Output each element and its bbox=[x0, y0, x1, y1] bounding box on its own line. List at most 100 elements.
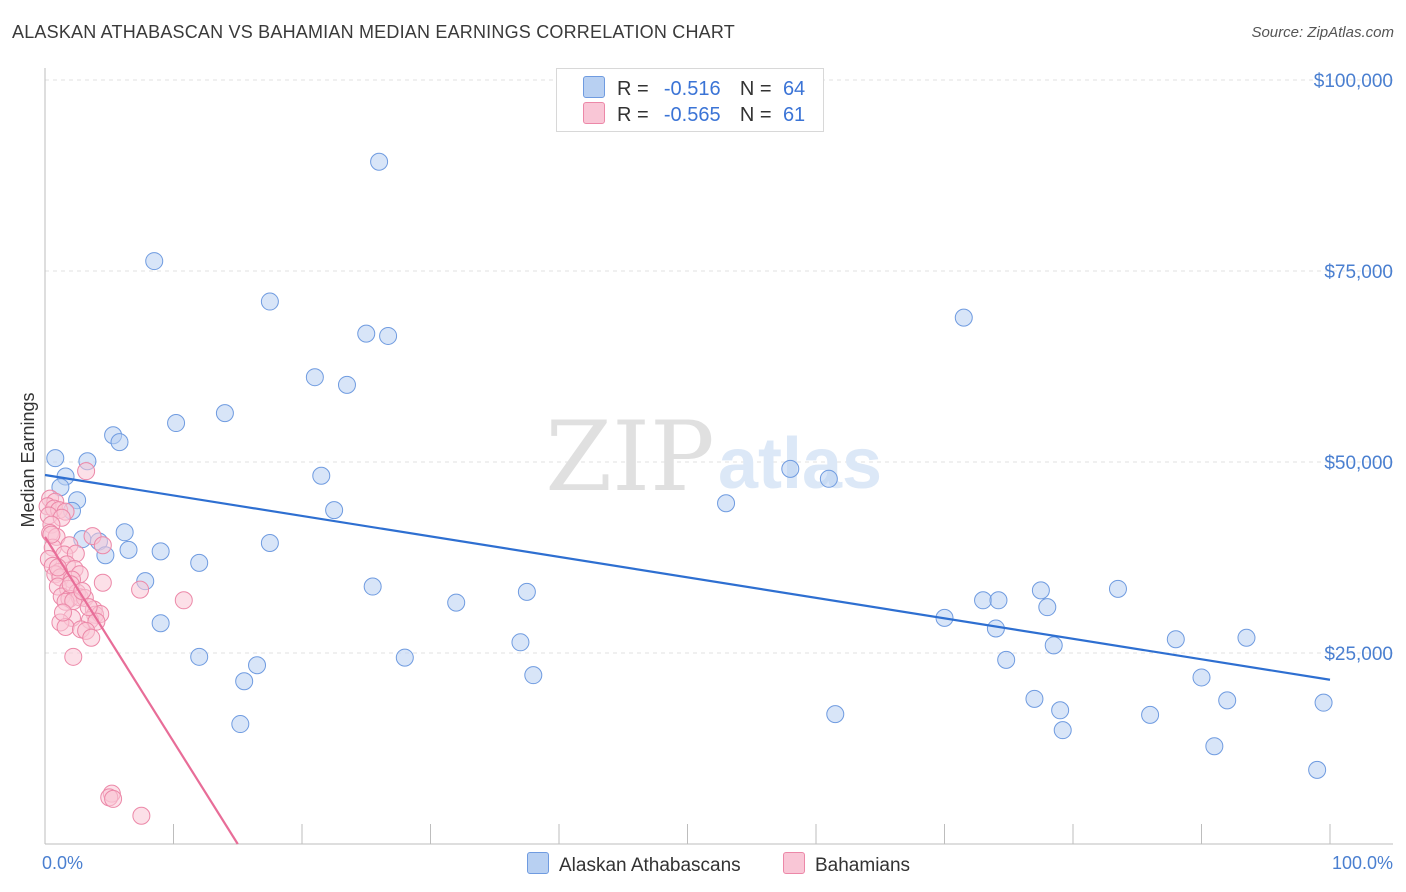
bahamian-point bbox=[64, 647, 83, 666]
athabascan-point bbox=[1108, 579, 1127, 598]
athabascan-point bbox=[781, 459, 800, 478]
bahamian-trend-line bbox=[44, 536, 239, 845]
athabascan-point bbox=[954, 308, 973, 327]
athabascan-point bbox=[1141, 705, 1160, 724]
athabascan-point bbox=[1053, 721, 1072, 740]
bottom-legend-label: Bahamians bbox=[815, 855, 911, 876]
y-tick-label: $25,000 bbox=[1324, 644, 1393, 665]
axis-labels: Median Earnings $25,000 $50,000 $75,000 $10… bbox=[18, 71, 1393, 873]
bottom-legend-swatch-blue bbox=[527, 852, 549, 874]
athabascan-trend-line bbox=[44, 473, 1331, 681]
athabascan-point bbox=[819, 469, 838, 488]
athabascan-point bbox=[989, 591, 1008, 610]
legend-n-value: 64 bbox=[782, 78, 806, 100]
athabascan-point bbox=[370, 152, 389, 171]
correlation-legend: R = -0.516 N = 64 R = -0.565 N = 61 bbox=[556, 68, 824, 132]
bottom-legend-bahamian: Bahamians bbox=[783, 852, 910, 877]
bahamian-point bbox=[131, 580, 150, 599]
athabascan-point bbox=[235, 672, 254, 691]
athabascan-point bbox=[357, 324, 376, 343]
athabascan-point bbox=[151, 614, 170, 633]
athabascan-point bbox=[1025, 689, 1044, 708]
legend-r-value: -0.565 bbox=[663, 104, 721, 126]
athabascan-point bbox=[1038, 598, 1057, 617]
y-axis-title: Median Earnings bbox=[18, 392, 38, 527]
bahamian-point bbox=[93, 536, 112, 555]
bahamian-point bbox=[77, 462, 96, 481]
athabascan-point bbox=[151, 542, 170, 561]
athabascan-point bbox=[717, 494, 736, 513]
y-tick-label: $50,000 bbox=[1324, 453, 1393, 474]
legend-r-label: R = bbox=[617, 78, 649, 100]
athabascan-point bbox=[379, 326, 398, 345]
athabascan-point bbox=[260, 533, 279, 552]
bahamian-point bbox=[93, 573, 112, 592]
athabascan-point bbox=[524, 666, 543, 685]
legend-r-value: -0.516 bbox=[663, 78, 721, 100]
athabascan-point bbox=[248, 656, 267, 675]
athabascan-point bbox=[119, 540, 138, 559]
watermark: ZIP atlas bbox=[545, 401, 882, 513]
legend-swatch-blue bbox=[583, 76, 605, 98]
bahamian-point bbox=[73, 582, 92, 601]
athabascan-point bbox=[1166, 630, 1185, 649]
legend-n-label: N = bbox=[739, 78, 772, 100]
athabascan-point bbox=[974, 591, 993, 610]
bahamian-point bbox=[53, 603, 72, 622]
athabascan-point bbox=[1308, 760, 1327, 779]
data-points bbox=[38, 152, 1333, 825]
athabascan-point bbox=[337, 375, 356, 394]
athabascan-point bbox=[1205, 737, 1224, 756]
y-tick-label: $100,000 bbox=[1314, 71, 1393, 92]
source-label: Source: ZipAtlas.com bbox=[1251, 24, 1394, 41]
athabascan-point bbox=[305, 368, 324, 387]
athabascan-point bbox=[511, 633, 530, 652]
athabascan-point bbox=[1044, 636, 1063, 655]
bahamian-point bbox=[82, 628, 101, 647]
axes bbox=[44, 68, 1393, 845]
athabascan-point bbox=[395, 648, 414, 667]
watermark-zip: ZIP bbox=[545, 401, 714, 513]
athabascan-point bbox=[190, 553, 209, 572]
athabascan-point bbox=[447, 593, 466, 612]
athabascan-point bbox=[1031, 581, 1050, 600]
bottom-legend-label: Alaskan Athabascans bbox=[559, 855, 741, 876]
legend-row-bahamian: R = -0.565 N = 61 bbox=[583, 102, 811, 127]
athabascan-point bbox=[997, 650, 1016, 669]
athabascan-point bbox=[231, 715, 250, 734]
legend-n-value: 61 bbox=[782, 104, 806, 126]
athabascan-point bbox=[190, 647, 209, 666]
athabascan-point bbox=[312, 466, 331, 485]
athabascan-point bbox=[363, 577, 382, 596]
athabascan-point bbox=[215, 404, 234, 423]
athabascan-point bbox=[1314, 693, 1333, 712]
bahamian-point bbox=[42, 525, 61, 544]
athabascan-point bbox=[1051, 701, 1070, 720]
athabascan-point bbox=[826, 705, 845, 724]
athabascan-point bbox=[115, 523, 134, 542]
bahamian-point bbox=[174, 591, 193, 610]
grid bbox=[45, 79, 1393, 654]
athabascan-point bbox=[260, 292, 279, 311]
athabascan-point bbox=[1237, 628, 1256, 647]
x-tick-label-min: 0.0% bbox=[42, 853, 83, 873]
legend-swatch-pink bbox=[583, 102, 605, 124]
legend-row-athabascan: R = -0.516 N = 64 bbox=[583, 76, 811, 101]
athabascan-point bbox=[1218, 691, 1237, 710]
athabascan-point bbox=[110, 433, 129, 452]
bottom-legend-athabascan: Alaskan Athabascans bbox=[527, 852, 741, 877]
chart-title: ALASKAN ATHABASCAN VS BAHAMIAN MEDIAN EA… bbox=[12, 22, 735, 42]
athabascan-point bbox=[1192, 668, 1211, 687]
bahamian-point bbox=[104, 789, 123, 808]
athabascan-point bbox=[517, 582, 536, 601]
legend-r-label: R = bbox=[617, 104, 649, 126]
athabascan-point bbox=[145, 252, 164, 271]
athabascan-point bbox=[325, 501, 344, 520]
y-tick-label: $75,000 bbox=[1324, 262, 1393, 283]
legend-n-label: N = bbox=[739, 104, 772, 126]
athabascan-point bbox=[167, 414, 186, 433]
x-tick-label-max: 100.0% bbox=[1332, 853, 1393, 873]
bahamian-point bbox=[132, 806, 151, 825]
bottom-legend-swatch-pink bbox=[783, 852, 805, 874]
